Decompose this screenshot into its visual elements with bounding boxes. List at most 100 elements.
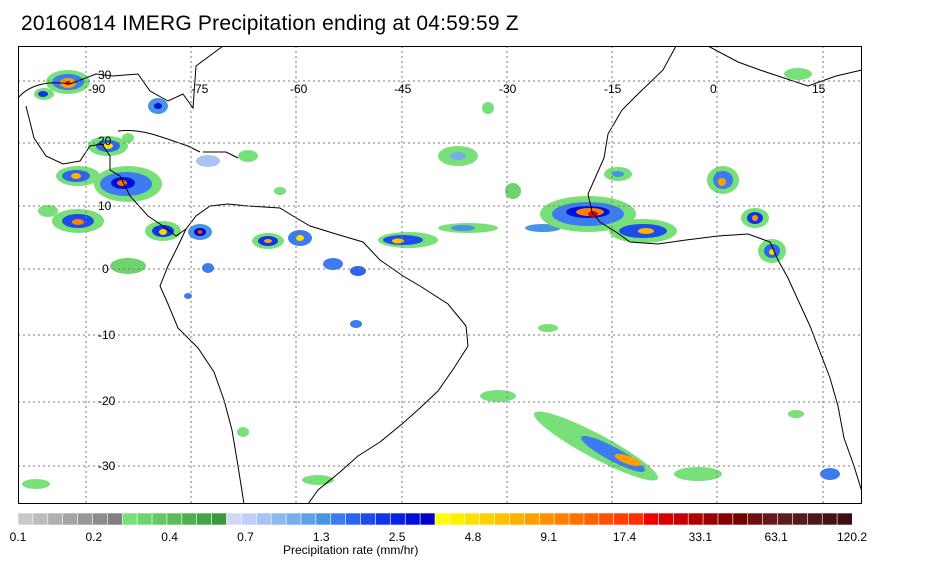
colorbar-swatch [449, 513, 466, 525]
colorbar-swatch [821, 513, 838, 525]
precip-cell [609, 219, 677, 243]
colorbar-swatch [136, 513, 153, 525]
colorbar-swatch [92, 513, 108, 525]
precip-cell [482, 102, 494, 114]
colorbar-swatch [434, 513, 451, 525]
precip-cell [350, 266, 366, 276]
lon-label: -60 [290, 82, 308, 96]
precip-cell [378, 232, 438, 248]
colorbar-tick: 0.4 [161, 530, 178, 544]
precipitation-field [22, 68, 840, 489]
precip-cell [788, 410, 804, 418]
colorbar-swatch [598, 513, 615, 525]
lat-lon-grid [18, 46, 862, 504]
page-title: 20160814 IMERG Precipitation ending at 0… [21, 12, 519, 35]
colorbar-swatch [479, 513, 496, 525]
precip-cell [238, 150, 258, 162]
coastlines [18, 46, 862, 504]
colorbar-tick: 4.8 [464, 530, 482, 544]
colorbar-swatch [568, 513, 585, 525]
lat-label: -30 [98, 459, 116, 473]
colorbar-tick: 1.3 [312, 530, 330, 544]
colorbar-swatch [613, 513, 630, 525]
colorbar-tick: 33.1 [688, 530, 713, 544]
lon-label: -75 [191, 82, 209, 96]
colorbar-swatch [345, 513, 362, 525]
colorbar-swatch [464, 513, 481, 525]
colorbar-swatch [181, 513, 198, 525]
colorbar-swatch [151, 513, 168, 525]
colorbar-tick: 0.2 [85, 530, 103, 544]
colorbar-swatch [807, 513, 823, 525]
precip-cell [38, 91, 48, 97]
colorbar-tick: 0.1 [9, 530, 27, 544]
cuba [117, 129, 201, 153]
colorbar-tick: 0.7 [237, 530, 254, 544]
precip-cell [505, 183, 521, 199]
colorbar-swatch [77, 513, 94, 525]
precip-cell [674, 467, 722, 481]
precip-cell [196, 155, 220, 167]
colorbar-swatch [672, 513, 689, 525]
lon-label: -30 [499, 82, 517, 96]
colorbar-swatch [732, 513, 749, 525]
colorbar-swatch [166, 513, 183, 525]
colorbar-swatch [18, 513, 34, 525]
colorbar-swatch [762, 513, 779, 525]
colorbar-swatch [270, 513, 287, 525]
colorbar [18, 513, 852, 525]
colorbar-swatch [226, 513, 242, 525]
precip-cell [707, 166, 739, 194]
colorbar-swatch [836, 513, 852, 525]
colorbar-swatch [107, 513, 123, 525]
africa-west-coast [587, 46, 862, 493]
precip-cell [784, 68, 812, 80]
colorbar-swatch [360, 513, 377, 525]
colorbar-swatch [792, 513, 808, 525]
colorbar-swatch [375, 513, 391, 525]
precip-cell [538, 324, 558, 332]
precipitation-map: -90 -75 -60 -45 -30 -15 0 15 30 20 10 0 … [18, 46, 862, 504]
precip-cell [533, 411, 659, 481]
colorbar-swatch [687, 513, 704, 525]
colorbar-swatch [509, 513, 525, 525]
colorbar-swatch [62, 513, 79, 525]
lat-label: -20 [98, 394, 116, 408]
gulf-coast [25, 105, 249, 237]
precip-cell [274, 187, 286, 195]
colorbar-swatch [330, 513, 347, 525]
lat-label: 10 [98, 199, 112, 213]
lon-label: -15 [604, 82, 622, 96]
colorbar-swatch [583, 513, 600, 525]
precip-cell [451, 225, 475, 231]
colorbar-swatch [211, 513, 228, 525]
precip-cell [110, 258, 146, 274]
precip-cell [154, 103, 162, 109]
precip-cell [22, 479, 50, 489]
colorbar-tick: 120.2 [836, 530, 868, 544]
colorbar-swatch [255, 513, 272, 525]
precip-cell [252, 233, 284, 249]
colorbar-tick: 2.5 [388, 530, 406, 544]
colorbar-swatch [643, 513, 659, 525]
precip-cell [741, 208, 769, 228]
lon-label: 0 [710, 82, 717, 96]
colorbar-swatch [553, 513, 570, 525]
colorbar-swatch [32, 513, 49, 525]
precip-cell [323, 258, 343, 270]
colorbar-swatch [121, 513, 138, 525]
colorbar-swatch [285, 513, 302, 525]
colorbar-swatch [404, 513, 421, 525]
lat-label: 30 [98, 68, 112, 82]
colorbar-swatch [196, 513, 213, 525]
lon-labels: -90 -75 -60 -45 -30 -15 0 15 [88, 82, 826, 96]
precip-cell [758, 239, 786, 263]
europe-coast [707, 46, 862, 87]
colorbar-swatch [47, 513, 64, 525]
precip-cell [184, 293, 192, 299]
colorbar-swatch [747, 513, 764, 525]
precip-cell [450, 152, 466, 160]
colorbar-swatch [717, 513, 734, 525]
colorbar-swatch [241, 513, 257, 525]
north-america-coast [18, 46, 224, 110]
